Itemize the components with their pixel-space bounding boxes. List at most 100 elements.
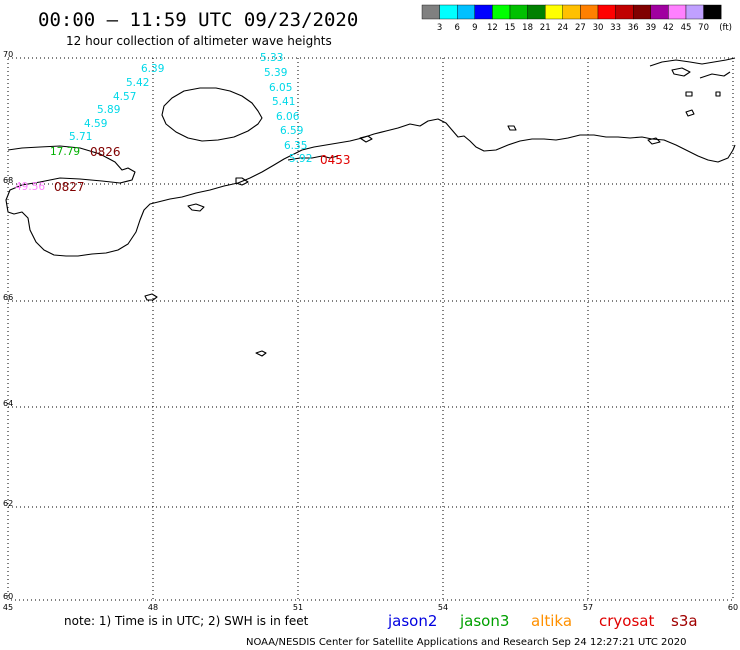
pass-time-label: 0453 (320, 153, 351, 167)
colorbar-label: 9 (472, 23, 477, 33)
coastline (5, 57, 736, 357)
longitude-label: 57 (583, 603, 593, 612)
colorbar-label: 45 (681, 23, 692, 33)
coastal-inlet (287, 155, 339, 161)
colorbar-swatch (685, 4, 704, 20)
colorbar-swatch (580, 4, 599, 20)
colorbar-swatch (439, 4, 458, 20)
colorbar-label: 3 (437, 23, 442, 33)
wave-height-label: 6.39 (141, 63, 164, 75)
islet (235, 177, 249, 186)
islet (685, 109, 695, 117)
colorbar-label: 30 (593, 23, 604, 33)
colorbar-swatch (545, 4, 564, 20)
wave-height-label: 49.56 (15, 181, 45, 193)
latitude-label: 62 (3, 499, 13, 508)
map-panel: 45 48 51 54 57 60 70 68 66 64 62 60 (3, 50, 738, 612)
wave-height-label: 5.89 (97, 104, 120, 116)
pechora-coastline (291, 118, 736, 163)
colorbar-swatch (527, 4, 546, 20)
colorbar-swatch (668, 4, 687, 20)
wave-height-label: 5.92 (289, 153, 312, 165)
map-frame (7, 57, 734, 601)
colorbar-label: 12 (487, 23, 498, 33)
colorbar-label: 27 (575, 23, 586, 33)
north-islands (649, 57, 736, 67)
wave-height-label: 5.42 (126, 77, 149, 89)
wave-height-label: 5.39 (264, 67, 287, 79)
north-islands (671, 67, 691, 77)
islet (715, 91, 721, 97)
wave-height-label: 6.59 (280, 125, 303, 137)
colorbar-swatch (562, 4, 581, 20)
longitude-label: 45 (3, 603, 13, 612)
pass-time-label: 0827 (54, 180, 85, 194)
wave-height-label: 6.05 (269, 82, 292, 94)
colorbar-swatch (421, 4, 440, 20)
islet (255, 350, 267, 357)
axis-tick-labels: 45 48 51 54 57 60 70 68 66 64 62 60 (3, 50, 738, 612)
colorbar-swatch (492, 4, 511, 20)
wave-height-label: 6.06 (276, 111, 300, 123)
colorbar-label: 15 (505, 23, 516, 33)
wave-height-label: 5.71 (69, 131, 92, 143)
colorbar-label: 33 (610, 23, 621, 33)
latitude-label: 64 (3, 399, 13, 408)
colorbar-unit: (ft) (719, 23, 732, 33)
colorbar-swatch (509, 4, 528, 20)
satellite-legend-cryosat: cryosat (599, 612, 654, 630)
wave-height-label: 4.57 (113, 91, 136, 103)
colorbar-label: 6 (454, 23, 459, 33)
longitude-label: 48 (148, 603, 158, 612)
satellite-legend-s3a: s3a (671, 612, 698, 630)
pass-time-label: 0826 (90, 145, 121, 159)
wave-height-observations: 6.39 5.42 4.575.89 4.595.71 17.79 49.56 5.33 5.… (15, 52, 312, 193)
latitude-label: 60 (3, 592, 13, 601)
colorbar-swatch (650, 4, 669, 20)
wave-height-label: 6.35 (284, 140, 307, 152)
longitude-label: 60 (728, 603, 738, 612)
kolguev-island (161, 87, 263, 142)
islet (359, 135, 373, 143)
satellite-legend-jason2: jason2 (387, 612, 437, 630)
wave-height-label: 5.33 (260, 52, 283, 64)
colorbar-label: 36 (628, 23, 639, 33)
colorbar-label: 21 (540, 23, 551, 33)
wave-height-label: 5.41 (272, 96, 295, 108)
latitude-label: 70 (3, 50, 13, 59)
colorbar-swatch (597, 4, 616, 20)
colorbar-label: 39 (645, 23, 656, 33)
colorbar-swatch (615, 4, 634, 20)
north-islands (699, 71, 731, 79)
colorbar-label: 42 (663, 23, 674, 33)
colorbar-label: 18 (522, 23, 533, 33)
wave-height-label: 17.79 (50, 146, 80, 158)
colorbar-swatch (457, 4, 476, 20)
islet (647, 137, 661, 145)
page-title: 00:00 – 11:59 UTC 09/23/2020 (38, 9, 358, 31)
page-subtitle: 12 hour collection of altimeter wave hei… (66, 34, 332, 48)
islet (685, 91, 693, 97)
colorbar-label: 70 (698, 23, 709, 33)
graticule-grid (7, 57, 734, 601)
colorbar-swatch (633, 4, 652, 20)
satellite-legend-jason3: jason3 (459, 612, 509, 630)
islet (507, 125, 517, 131)
latitude-label: 66 (3, 293, 13, 302)
satellite-legend-altika: altika (531, 612, 572, 630)
latitude-label: 68 (3, 176, 13, 185)
footer-note: note: 1) Time is in UTC; 2) SWH is in fe… (64, 614, 309, 628)
colorbar-swatch (474, 4, 493, 20)
mainland-coastline (5, 145, 293, 257)
colorbar-legend: 3 6 9 12 15 18 21 24 27 30 33 36 39 42 45 70 (ft) (421, 4, 732, 33)
pass-time-labels: 0826 0827 0453 (54, 145, 351, 194)
longitude-label: 51 (293, 603, 303, 612)
colorbar-label: 24 (557, 23, 568, 33)
islet (187, 203, 205, 212)
wave-height-label: 4.59 (84, 118, 107, 130)
credit-line: NOAA/NESDIS Center for Satellite Applica… (246, 637, 687, 648)
longitude-label: 54 (438, 603, 448, 612)
colorbar-swatch (703, 4, 722, 20)
satellite-legend: jason2 jason3 altika cryosat s3a (387, 612, 698, 630)
